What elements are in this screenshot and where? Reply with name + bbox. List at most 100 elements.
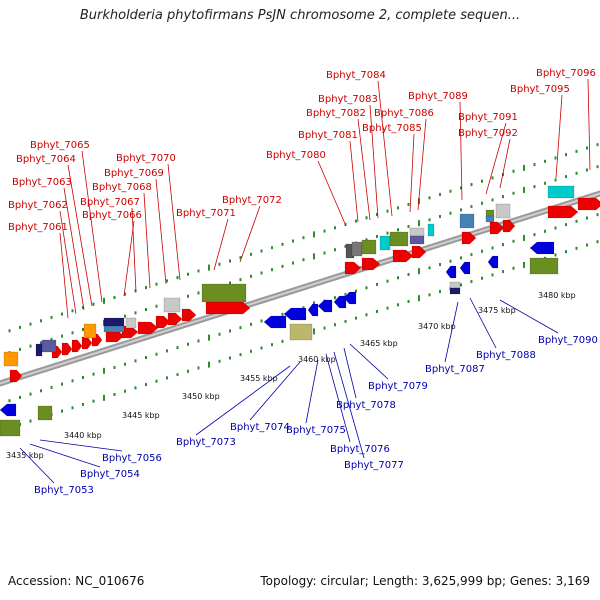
gene-box [103,317,125,327]
tick-mark [281,264,284,268]
tick-mark [376,282,378,286]
tick-mark [491,176,494,180]
tick-mark [449,259,452,263]
tick-mark [229,281,231,285]
tick-mark [586,216,588,220]
tick-mark [187,369,189,373]
tick-mark [575,171,578,175]
tick-mark [82,305,84,309]
gene-label-forward: Bphyt_7069 [104,168,164,179]
tick-mark [512,191,515,195]
label-leader-line [444,301,459,363]
tick-mark [502,195,504,199]
reverse-gene-arrow [317,299,333,313]
tick-mark [124,314,126,318]
label-leader-line [417,118,427,211]
label-leader-line [499,299,559,334]
gene-label-forward: Bphyt_7091 [458,112,518,123]
forward-gene-arrow [489,221,505,235]
label-leader-line [59,232,69,319]
tick-mark [512,169,515,173]
tick-mark [250,274,252,278]
tick-mark [596,213,599,217]
tick-mark [292,239,294,243]
tick-mark [260,249,263,253]
tick-mark [40,341,42,345]
tick-mark [166,376,168,380]
tick-mark [481,201,483,205]
tick-mark [470,280,473,284]
gene-label-reverse: Bphyt_7087 [425,364,485,375]
tick-mark [428,218,431,222]
gene-label-forward: Bphyt_7080 [266,150,326,161]
tick-mark [71,331,74,335]
tick-mark [50,337,53,341]
tick-mark [92,302,95,306]
gene-label-forward: Bphyt_7072 [222,195,282,206]
tick-mark [365,313,368,317]
tick-mark [334,226,336,230]
scale-label: 3440 kbp [64,431,102,440]
tick-mark [155,304,158,308]
tick-mark [229,259,231,263]
reverse-gene-arrow [283,307,307,321]
gene-box [547,185,575,199]
tick-mark [533,185,536,189]
tick-mark [292,261,294,265]
label-leader-line [81,150,103,303]
tick-mark [460,208,462,212]
tick-mark [250,322,252,326]
tick-mark [229,356,231,360]
tick-mark [523,261,525,268]
tick-mark [554,226,557,230]
tick-mark [145,308,147,312]
tick-mark [113,366,116,370]
label-leader-line [131,207,137,293]
tick-mark [460,283,462,287]
forward-gene-arrow [71,339,83,353]
tick-mark [208,264,210,271]
forward-gene-arrow [81,336,93,350]
forward-gene-arrow [547,205,579,219]
forward-gene-arrow [155,315,171,329]
tick-mark [155,379,158,383]
tick-mark [176,346,179,350]
tick-mark [103,297,105,304]
tick-mark [439,290,441,294]
reverse-gene-arrow [263,315,287,329]
label-leader-line [317,160,347,227]
tick-mark [281,312,284,316]
gene-box [427,223,435,237]
tick-mark [134,289,137,293]
tick-mark [187,342,189,346]
reverse-gene-arrow [307,303,319,317]
reverse-gene-arrow [487,255,499,269]
tick-mark [575,219,578,223]
tick-mark [271,343,273,347]
gene-box [495,203,511,219]
tick-mark [544,159,546,163]
label-leader-line [409,133,415,213]
gene-box [163,297,181,313]
gene-label-forward: Bphyt_7067 [80,197,140,208]
gene-box [449,281,461,289]
tick-mark [19,325,21,329]
tick-mark [544,181,546,185]
tick-mark [428,266,431,270]
gene-label-forward: Bphyt_7095 [510,84,570,95]
tick-mark [334,323,336,327]
tick-mark [439,263,441,267]
tick-mark [134,311,137,315]
tick-mark [407,202,410,206]
tick-mark [376,212,378,216]
tick-mark [71,309,74,313]
tick-mark [271,268,273,272]
tick-mark [418,295,420,302]
tick-mark [491,273,494,277]
tick-mark [470,253,473,257]
label-leader-line [239,205,261,263]
tick-mark [239,256,242,260]
tick-mark [596,240,599,244]
tick-mark [512,239,515,243]
